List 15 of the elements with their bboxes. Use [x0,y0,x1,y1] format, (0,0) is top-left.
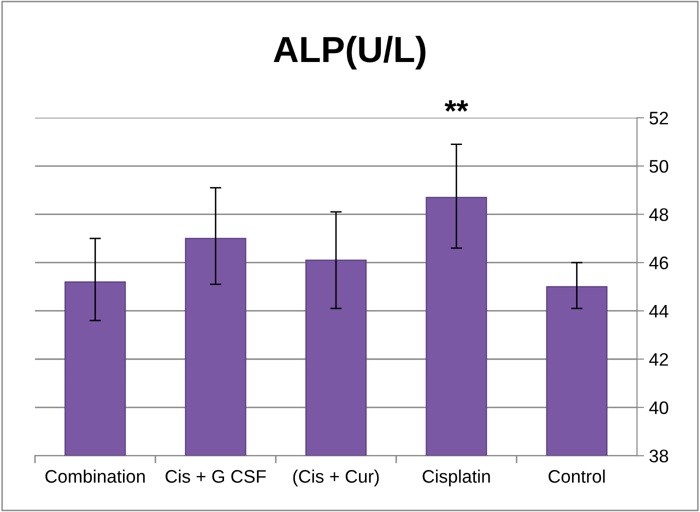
y-tick-label: 38 [649,450,668,462]
chart-title: ALP(U/L) [274,36,426,70]
x-tick-label: Cis + G CSF [166,470,266,483]
y-tick-label: 48 [649,208,668,222]
y-tick-label: 50 [650,160,668,173]
x-tick-label: Combination [45,470,145,483]
text: ** [444,100,468,112]
y-tick-label: 42 [649,353,668,366]
x-tick-label: (Cis + Cur) [293,470,379,486]
y-tick-label: 46 [649,256,668,270]
x-tick-label: Cisplatin [422,470,490,486]
y-tick-label: 44 [649,304,668,318]
y-tick-label: 52 [650,112,668,124]
y-tick-label: 40 [649,401,668,414]
x-tick-label: Control [548,470,605,483]
